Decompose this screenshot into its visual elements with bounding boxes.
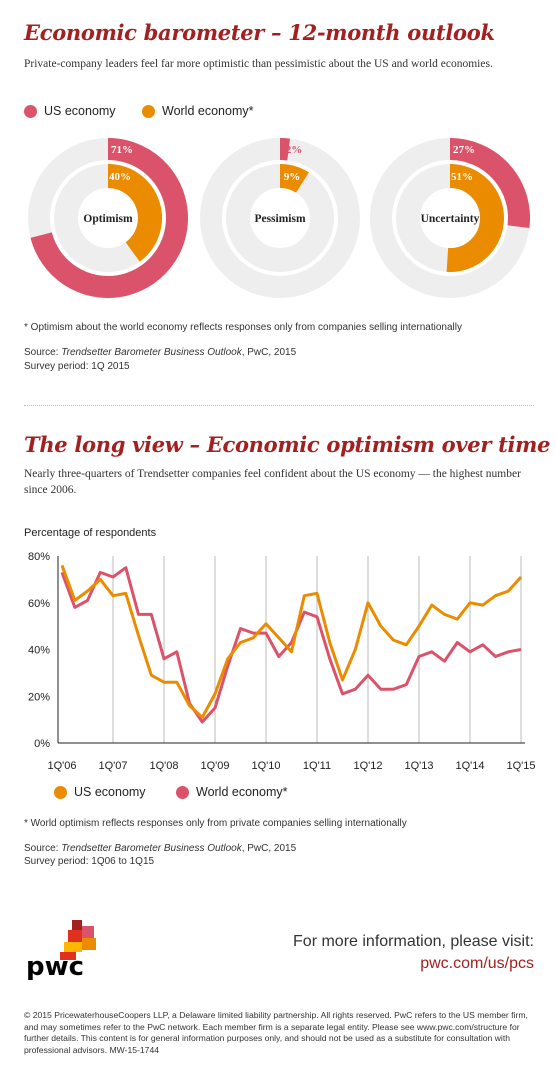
line-legend-dot-world bbox=[176, 785, 189, 799]
x-tick-label: 1Q'08 bbox=[149, 760, 178, 772]
legend-label-world: World economy* bbox=[162, 104, 254, 118]
longview-footnote: * World optimism reflects responses only… bbox=[24, 818, 407, 829]
donut-center-label: Pessimism bbox=[254, 213, 306, 225]
x-tick-label: 1Q'11 bbox=[303, 760, 331, 772]
donut-world-value: 9% bbox=[284, 171, 301, 183]
source-suffix: , PwC, 2015 bbox=[241, 347, 297, 358]
barometer-footnote: * Optimism about the world economy refle… bbox=[24, 322, 462, 333]
line-chart-ylabel: Percentage of respondents bbox=[24, 527, 157, 539]
donut-world-value: 51% bbox=[451, 171, 473, 183]
donut-world-value: 40% bbox=[109, 171, 131, 183]
y-tick-label: 60% bbox=[28, 598, 50, 610]
donut-us-arc bbox=[449, 138, 530, 229]
barometer-source: Source: Trendsetter Barometer Business O… bbox=[24, 346, 296, 360]
section-divider bbox=[24, 405, 534, 406]
footer-info: For more information, please visit: pwc.… bbox=[293, 933, 534, 973]
donut-world-arc bbox=[107, 164, 162, 262]
longview-subtitle: Nearly three-quarters of Trendsetter com… bbox=[24, 468, 521, 496]
x-tick-label: 1Q'13 bbox=[404, 760, 433, 772]
donut-us-value: 71% bbox=[111, 144, 133, 156]
legend-label-us: US economy bbox=[44, 104, 116, 118]
line-series bbox=[60, 564, 523, 719]
longview-title: The long view – Economic optimism over t… bbox=[24, 432, 551, 457]
y-tick-label: 40% bbox=[28, 645, 50, 657]
donut-us-value: 2% bbox=[286, 144, 303, 156]
x-tick-label: 1Q'10 bbox=[251, 760, 280, 772]
line-legend-label-us: US economy bbox=[74, 785, 146, 799]
source-title-2: Trendsetter Barometer Business Outlook bbox=[61, 843, 242, 854]
line-series bbox=[60, 566, 522, 724]
footer-link[interactable]: pwc.com/us/pcs bbox=[420, 955, 534, 972]
y-tick-label: 0% bbox=[34, 738, 50, 750]
legal-text: © 2015 PricewaterhouseCoopers LLP, a Del… bbox=[24, 1010, 528, 1055]
x-tick-label: 1Q'12 bbox=[353, 760, 382, 772]
legend-us-economy: US economy bbox=[24, 104, 116, 118]
pwc-logo-text: pwc bbox=[26, 952, 84, 980]
donut-center-label: Uncertainty bbox=[421, 213, 480, 225]
y-tick-label: 80% bbox=[28, 551, 50, 563]
x-tick-label: 1Q'06 bbox=[47, 760, 76, 772]
donut-world-arc bbox=[446, 164, 504, 272]
line-legend-dot-us bbox=[54, 785, 67, 799]
legend-world-economy: World economy* bbox=[142, 104, 253, 118]
longview-survey-period: Survey period: 1Q06 to 1Q15 bbox=[24, 856, 155, 867]
x-tick-label: 1Q'07 bbox=[98, 760, 127, 772]
donut-center-label: Optimism bbox=[83, 213, 133, 225]
x-tick-label: 1Q'09 bbox=[200, 760, 229, 772]
barometer-survey-period: Survey period: 1Q 2015 bbox=[24, 361, 130, 372]
line-legend-world: World economy* bbox=[176, 785, 287, 799]
donut-pessimism: 2% 9% Pessimism bbox=[200, 138, 360, 298]
source-suffix-2: , PwC, 2015 bbox=[241, 843, 297, 854]
donut-uncertainty: 27% 51% Uncertainty bbox=[370, 138, 530, 298]
donut-optimism: 71% 40% Optimism bbox=[28, 138, 188, 298]
y-tick-label: 20% bbox=[28, 691, 50, 703]
line-legend-label-world: World economy* bbox=[196, 785, 288, 799]
barometer-title: Economic barometer – 12-month outlook bbox=[24, 20, 495, 45]
line-chart: 1Q'06 1Q'07 1Q'08 1Q'09 1Q'10 1Q'11 1Q'12 1Q'13… bbox=[28, 551, 536, 772]
x-tick-label: 1Q'15 bbox=[506, 760, 535, 772]
pwc-logo: pwc bbox=[24, 920, 104, 982]
donut-us-value: 27% bbox=[453, 144, 475, 156]
donut-us-arc bbox=[279, 138, 291, 161]
line-legend-us: US economy bbox=[54, 785, 146, 799]
source-prefix: Source: bbox=[24, 347, 62, 358]
x-tick-label: 1Q'14 bbox=[455, 760, 484, 772]
legend-dot-world bbox=[142, 104, 155, 118]
source-title: Trendsetter Barometer Business Outlook bbox=[61, 347, 242, 358]
donut-us-arc bbox=[30, 138, 188, 298]
footer-info-label: For more information, please visit: bbox=[293, 933, 534, 950]
source-prefix-2: Source: bbox=[24, 843, 62, 854]
longview-source: Source: Trendsetter Barometer Business O… bbox=[24, 842, 296, 856]
donut-world-arc bbox=[279, 164, 309, 194]
barometer-subtitle: Private-company leaders feel far more op… bbox=[24, 58, 493, 70]
legend-dot-us bbox=[24, 104, 37, 118]
